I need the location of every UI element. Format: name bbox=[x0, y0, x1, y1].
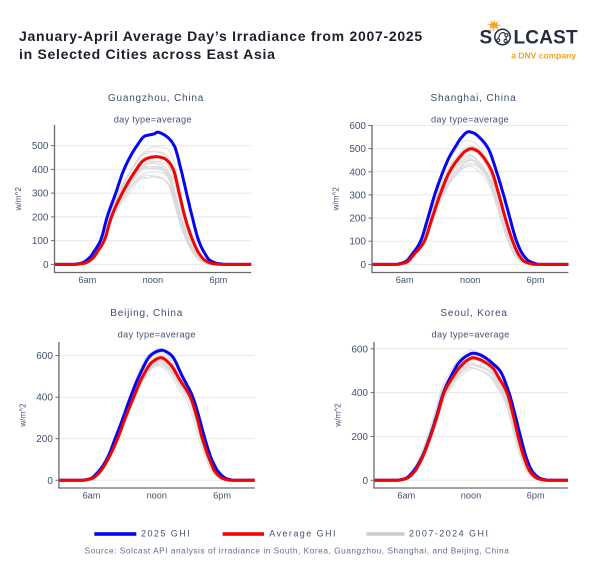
svg-text:0: 0 bbox=[362, 476, 368, 487]
svg-text:200: 200 bbox=[349, 214, 366, 225]
svg-text:w/m^2: w/m^2 bbox=[334, 403, 343, 428]
svg-text:noon: noon bbox=[147, 490, 167, 500]
svg-text:6pm: 6pm bbox=[209, 275, 227, 285]
svg-text:LCAST: LCAST bbox=[514, 27, 579, 48]
svg-text:w/m^2: w/m^2 bbox=[332, 187, 341, 212]
svg-text:300: 300 bbox=[349, 190, 366, 201]
svg-text:400: 400 bbox=[32, 165, 49, 176]
svg-text:100: 100 bbox=[349, 237, 366, 248]
svg-text:200: 200 bbox=[36, 434, 53, 445]
svg-text:500: 500 bbox=[32, 141, 49, 152]
svg-text:noon: noon bbox=[461, 490, 481, 500]
svg-text:0: 0 bbox=[47, 476, 53, 487]
svg-text:Source: Solcast API analysis o: Source: Solcast API analysis of irradian… bbox=[85, 546, 510, 556]
svg-text:400: 400 bbox=[349, 167, 366, 178]
svg-text:Seoul, Korea: Seoul, Korea bbox=[440, 308, 507, 319]
svg-text:day type=average: day type=average bbox=[118, 330, 196, 340]
svg-text:400: 400 bbox=[36, 393, 53, 404]
svg-text:6pm: 6pm bbox=[527, 490, 545, 500]
svg-text:600: 600 bbox=[349, 121, 366, 132]
svg-text:600: 600 bbox=[36, 351, 53, 362]
svg-text:6am: 6am bbox=[78, 275, 96, 285]
svg-text:6am: 6am bbox=[83, 490, 101, 500]
svg-text:6pm: 6pm bbox=[527, 275, 545, 285]
svg-text:S: S bbox=[480, 27, 493, 48]
svg-text:day type=average: day type=average bbox=[114, 115, 192, 125]
svg-text:w/m^2: w/m^2 bbox=[14, 187, 23, 212]
svg-text:200: 200 bbox=[351, 432, 368, 443]
svg-text:day type=average: day type=average bbox=[431, 115, 509, 125]
svg-text:noon: noon bbox=[143, 275, 163, 285]
svg-text:2025 GHI: 2025 GHI bbox=[141, 529, 191, 539]
svg-text:400: 400 bbox=[351, 388, 368, 399]
svg-text:Beijing, China: Beijing, China bbox=[110, 308, 183, 319]
svg-text:2007-2024 GHI: 2007-2024 GHI bbox=[409, 529, 489, 539]
svg-text:Guangzhou, China: Guangzhou, China bbox=[108, 93, 204, 104]
svg-text:0: 0 bbox=[43, 260, 49, 271]
svg-text:a DNV company: a DNV company bbox=[511, 51, 576, 61]
svg-text:day type=average: day type=average bbox=[432, 330, 510, 340]
svg-text:6am: 6am bbox=[397, 490, 415, 500]
svg-text:Average GHI: Average GHI bbox=[269, 529, 337, 539]
svg-text:Shanghai, China: Shanghai, China bbox=[431, 93, 517, 104]
svg-text:w/m^2: w/m^2 bbox=[18, 403, 27, 428]
svg-text:600: 600 bbox=[351, 344, 368, 355]
svg-text:200: 200 bbox=[32, 212, 49, 223]
svg-text:6am: 6am bbox=[396, 275, 414, 285]
svg-text:6pm: 6pm bbox=[213, 490, 231, 500]
svg-text:300: 300 bbox=[32, 189, 49, 200]
svg-text:0: 0 bbox=[360, 260, 366, 271]
svg-text:noon: noon bbox=[460, 275, 480, 285]
svg-text:500: 500 bbox=[349, 144, 366, 155]
svg-text:100: 100 bbox=[32, 236, 49, 247]
